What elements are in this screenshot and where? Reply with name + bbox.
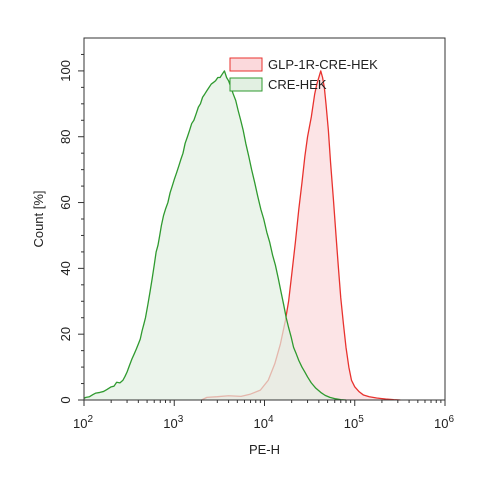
x-axis: 102 103 104 105 106 [73,400,454,431]
legend-label-cre-hek: CRE-HEK [268,77,327,92]
legend-swatch-cre-hek [229,77,263,92]
legend-swatch-glp-1r-cre-hek [229,57,263,72]
series-line-cre-hek [83,70,347,401]
y-tick-label: 80 [58,129,73,143]
x-tick-label: 104 [253,414,273,431]
y-tick-label: 100 [58,60,73,82]
y-tick-label: 20 [58,327,73,341]
y-tick-label: 40 [58,261,73,275]
y-tick-label: 60 [58,195,73,209]
series-layer [83,70,401,401]
legend-label-glp-1r-cre-hek: GLP-1R-CRE-HEK [268,57,378,72]
legend: GLP-1R-CRE-HEK CRE-HEK [229,57,378,92]
y-tick-label: 0 [58,396,73,403]
x-tick-label: 103 [163,414,183,431]
y-axis-label: Count [%] [31,190,46,247]
x-axis-label: PE-H [249,442,280,457]
series-area-glp-1r-cre-hek [201,70,401,400]
series-area-cre-hek [84,70,346,400]
x-tick-label: 106 [434,414,454,431]
y-axis: 0 20 40 60 80 100 [58,53,84,404]
x-tick-label: 102 [73,414,93,431]
x-tick-label: 105 [344,414,364,431]
